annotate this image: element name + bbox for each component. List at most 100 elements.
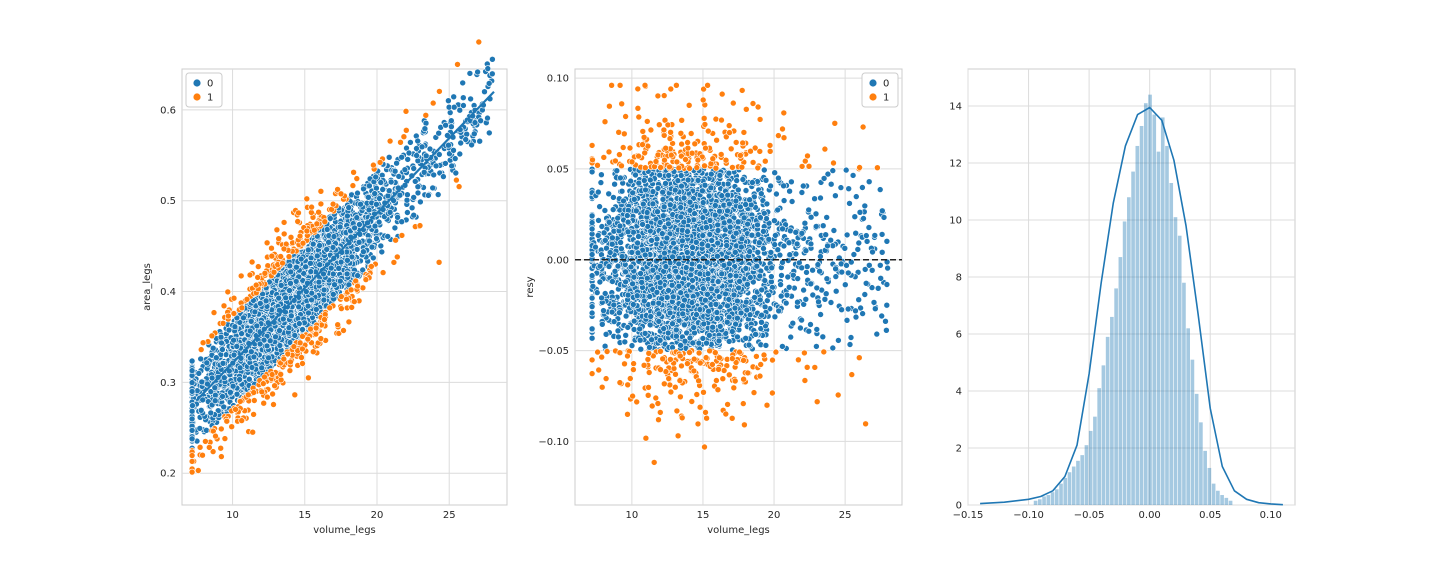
point-class-1 (280, 230, 288, 238)
point-class-1 (329, 200, 337, 208)
point-class-0 (188, 427, 196, 434)
point-class-1 (224, 288, 232, 296)
point-class-0 (219, 346, 226, 353)
point-class-0 (470, 130, 478, 138)
point-class-0 (819, 333, 827, 341)
x-tick-label: 10 (226, 510, 239, 521)
point-class-1 (294, 218, 302, 225)
point-class-1 (287, 234, 295, 241)
point-class-1 (397, 139, 404, 146)
point-class-0 (211, 397, 219, 405)
point-class-0 (398, 153, 406, 161)
point-class-0 (316, 261, 324, 269)
point-class-0 (373, 235, 380, 242)
point-class-1 (349, 182, 357, 189)
point-class-0 (442, 121, 449, 129)
point-class-0 (291, 332, 299, 339)
point-class-0 (435, 129, 443, 137)
point-class-0 (236, 376, 243, 383)
point-class-0 (371, 190, 379, 197)
point-class-1 (321, 218, 329, 225)
gridlines (182, 69, 507, 505)
point-class-1 (455, 183, 463, 190)
point-class-0 (286, 262, 294, 270)
point-class-1 (285, 253, 293, 260)
point-class-0 (197, 355, 204, 363)
point-class-0 (336, 223, 344, 231)
point-class-0 (248, 364, 256, 371)
point-class-0 (287, 268, 295, 276)
point-class-1 (196, 443, 204, 451)
point-class-1 (221, 435, 229, 442)
point-class-0 (456, 106, 464, 114)
point-class-1 (305, 374, 312, 382)
point-class-0 (413, 145, 420, 152)
point-class-0 (854, 246, 862, 253)
point-class-1 (340, 327, 347, 334)
point-class-0 (476, 137, 484, 145)
point-class-1 (317, 188, 325, 195)
point-class-0 (219, 393, 226, 400)
point-class-0 (450, 147, 457, 154)
point-class-0 (405, 149, 413, 157)
point-class-0 (421, 125, 429, 132)
point-class-1 (299, 239, 307, 247)
point-class-0 (384, 233, 392, 240)
point-class-0 (377, 242, 385, 250)
point-class-0 (422, 152, 430, 160)
point-class-1 (273, 226, 281, 234)
point-class-1 (260, 399, 268, 407)
point-class-1 (254, 274, 262, 281)
point-class-0 (336, 277, 344, 285)
point-class-1 (206, 444, 213, 451)
point-class-0 (404, 191, 411, 198)
point-class-1 (350, 298, 358, 305)
point-class-0 (410, 165, 418, 172)
point-class-0 (217, 333, 225, 341)
point-class-0 (432, 162, 440, 170)
point-class-0 (448, 162, 456, 170)
point-class-0 (843, 231, 851, 239)
point-class-0 (312, 306, 320, 313)
point-class-0 (323, 246, 331, 253)
point-class-1 (400, 133, 408, 140)
point-class-0 (343, 270, 351, 278)
point-class-1 (350, 169, 357, 176)
point-class-0 (411, 178, 419, 185)
point-class-0 (876, 261, 884, 269)
point-class-1 (348, 304, 356, 311)
point-class-0 (376, 195, 383, 202)
point-class-0 (386, 209, 394, 216)
legend-entry: 1 (207, 93, 213, 104)
point-class-0 (378, 248, 386, 256)
point-class-0 (414, 137, 422, 145)
point-class-0 (277, 281, 285, 289)
point-class-0 (188, 367, 196, 374)
point-class-1 (386, 137, 394, 145)
point-class-1 (334, 321, 342, 329)
point-class-0 (188, 435, 196, 443)
point-class-0 (445, 97, 452, 104)
point-class-1 (376, 159, 384, 166)
point-class-1 (310, 226, 318, 234)
point-class-0 (246, 327, 254, 335)
point-class-0 (366, 237, 373, 245)
point-class-0 (331, 281, 338, 289)
point-class-0 (335, 264, 343, 272)
point-class-1 (225, 312, 232, 320)
point-class-1 (243, 295, 251, 303)
point-class-0 (275, 294, 283, 302)
point-class-0 (263, 342, 271, 350)
point-class-0 (320, 296, 328, 304)
point-class-0 (385, 187, 393, 194)
point-class-0 (330, 233, 338, 240)
point-class-0 (309, 240, 317, 248)
scatter-plot-resy-vs-volume: 10 15 20 25 −0.10−0.050.000.050.10 volume_l… (525, 68, 903, 536)
point-class-0 (407, 139, 414, 146)
legend: 01 (185, 72, 223, 108)
point-class-1 (250, 389, 257, 396)
y-tick-label: 0.2 (160, 469, 176, 480)
point-class-1 (263, 393, 271, 401)
point-class-0 (803, 269, 810, 276)
point-class-0 (354, 272, 361, 279)
